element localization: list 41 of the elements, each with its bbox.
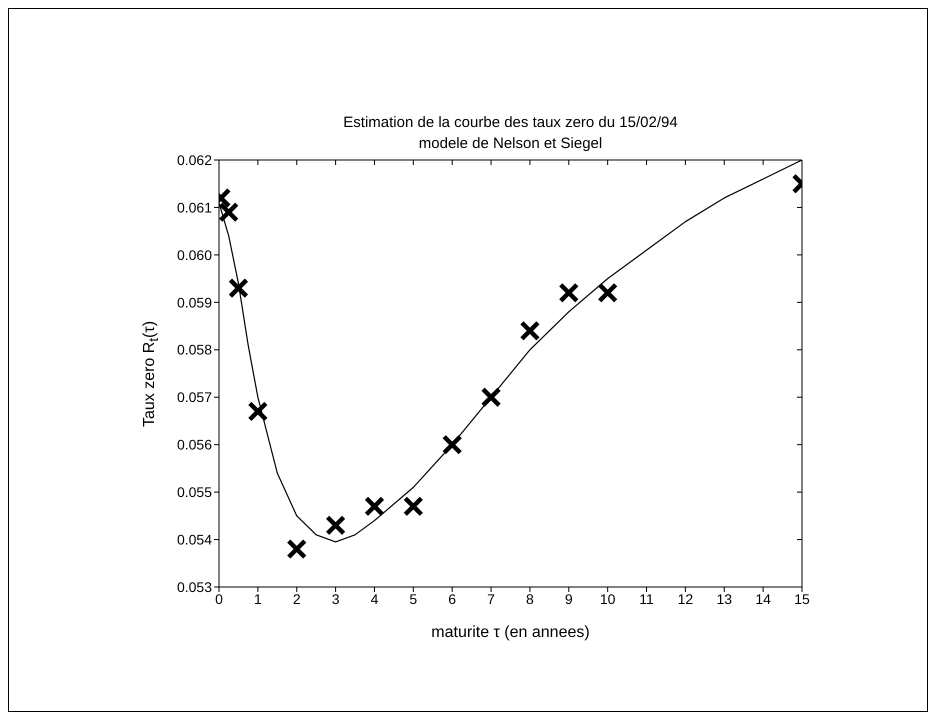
point — [325, 515, 346, 536]
x-axis-title: maturite τ (en annees) — [430, 624, 591, 642]
y-tick-label: 0.061 — [176, 199, 212, 216]
x-tick-label: 12 — [678, 590, 694, 607]
y-tick-label: 0.055 — [176, 484, 212, 500]
point — [228, 278, 249, 298]
x-tick-label: 8 — [526, 590, 534, 607]
y-tick-label: 0.057 — [176, 389, 212, 406]
point — [558, 282, 580, 304]
y-tick-label: 0.062 — [176, 152, 212, 168]
x-tick-label: 14 — [755, 590, 772, 607]
x-tick-label: 7 — [487, 590, 496, 607]
x-tick-label: 4 — [370, 590, 379, 607]
y-tick-label: 0.053 — [176, 578, 212, 595]
point — [219, 202, 239, 222]
x-tick-label: 10 — [600, 590, 616, 607]
x-tick-label: 5 — [409, 590, 418, 607]
point — [248, 401, 268, 422]
point — [364, 496, 385, 517]
x-tick-label: 6 — [448, 590, 456, 607]
point — [442, 434, 462, 455]
y-tick-label: 0.060 — [176, 246, 212, 263]
y-tick-label: 0.056 — [176, 436, 212, 453]
chart-subtitle: modele de Nelson et Siegel — [418, 134, 604, 154]
point — [286, 538, 307, 560]
point — [520, 320, 540, 342]
x-tick-label: 0 — [215, 590, 224, 607]
x-tick-label: 3 — [332, 590, 340, 607]
x-tick-label: 15 — [794, 590, 810, 607]
y-tick-label: 0.054 — [176, 532, 212, 548]
x-tick-label: 9 — [564, 590, 573, 607]
x-tick-label: 2 — [292, 590, 301, 607]
point — [480, 386, 502, 408]
x-tick-label: 1 — [254, 590, 262, 607]
y-tick-label: 0.059 — [176, 294, 212, 310]
chart-title: Estimation de la courbe des taux zero du 15/02/94 — [342, 113, 679, 133]
x-tick-label: 11 — [639, 590, 654, 607]
y-tick-label: 0.058 — [176, 342, 212, 358]
point — [403, 496, 424, 517]
x-tick-label: 13 — [716, 590, 732, 607]
point — [597, 282, 618, 304]
